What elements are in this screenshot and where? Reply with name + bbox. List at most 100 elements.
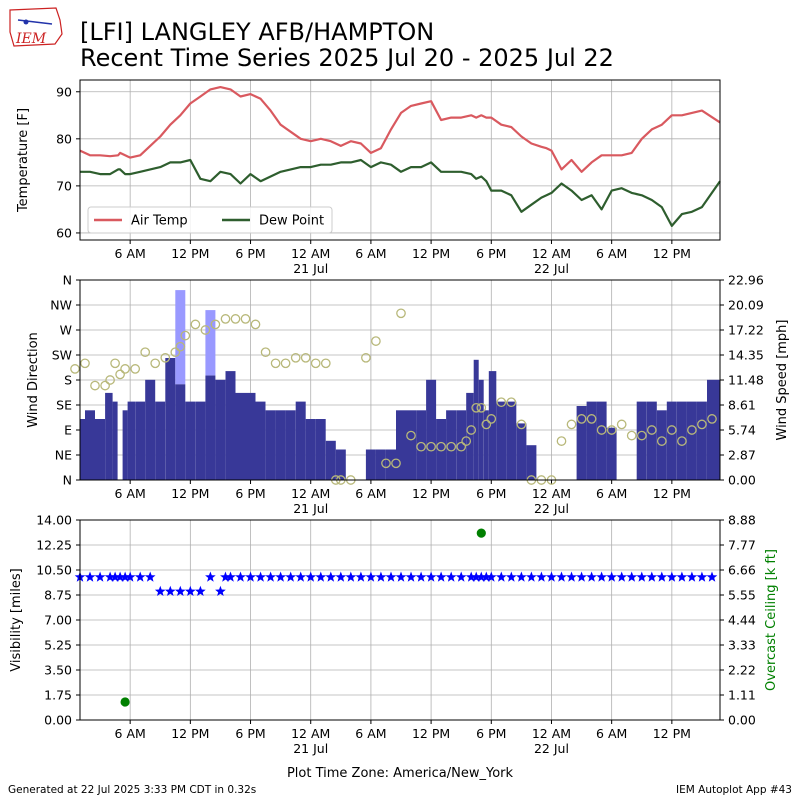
wind-direction-point (456, 441, 467, 452)
wind-speed-bar (375, 449, 386, 480)
visibility-point (486, 571, 497, 582)
wind-direction-point (396, 308, 406, 319)
visibility-point (114, 571, 126, 582)
visibility-point (195, 585, 206, 596)
y-tick-label: 14.00 (36, 513, 72, 528)
wind-direction-point (300, 352, 311, 363)
wind-speed-bar (596, 401, 607, 480)
wind-direction-point (707, 414, 717, 424)
visibility-point (94, 571, 106, 582)
wind-speed-bar (686, 401, 697, 480)
iowa-outline-icon (9, 7, 63, 47)
wind-speed-bar (235, 392, 246, 480)
wind-direction-point (436, 441, 446, 452)
wind-direction-point (391, 458, 401, 469)
wind-direction-point (426, 441, 436, 452)
wind-speed-bar (335, 449, 346, 480)
visibility-point (415, 571, 427, 582)
wind-speed-bar (295, 401, 306, 480)
wind-speed-bar (636, 401, 647, 480)
wind-direction-point (586, 414, 597, 424)
visibility-point (435, 571, 447, 582)
wind-direction-point (381, 458, 391, 469)
title-line-1: [LFI] LANGLEY AFB/HAMPTON (80, 18, 434, 46)
x-tick-label: 6 PM (476, 726, 506, 741)
visibility-point (465, 571, 477, 582)
y2-tick-label: 0.00 (728, 473, 756, 488)
wind-direction-point (160, 352, 171, 363)
visibility-point (566, 571, 577, 582)
y-axis-label: Visibility [miles] (9, 568, 24, 671)
wind-direction-point (175, 341, 186, 352)
wind-speed-bar (396, 410, 406, 480)
visibility-point (546, 571, 557, 582)
wind-speed-bar (526, 445, 537, 480)
wind-direction-point (280, 358, 291, 369)
wind-direction-point (105, 375, 115, 385)
wind-direction-point (70, 364, 80, 374)
x-tick-label: 12 PM (412, 486, 450, 501)
visibility-point (516, 571, 527, 582)
y-tick-label: SE (56, 398, 72, 413)
y-tick-label: W (60, 323, 72, 338)
air-temp-line (79, 85, 721, 173)
visibility-point (275, 571, 286, 582)
wind-speed-bar (275, 410, 286, 480)
x-date-label: 21 Jul (293, 741, 328, 756)
visibility-point (315, 571, 327, 582)
visibility-point (215, 585, 226, 596)
visibility-point (480, 571, 492, 582)
y2-tick-label: 2.22 (728, 663, 756, 678)
wind-speed-bar (516, 423, 527, 480)
plot-frame (79, 279, 721, 481)
logo-text: IEM (15, 31, 47, 47)
wind-direction-point (140, 347, 151, 358)
visibility-point (375, 571, 387, 582)
wind-speed-bar (426, 379, 437, 480)
x-tick-label: 12 AM (291, 726, 330, 741)
visibility-point (205, 571, 216, 582)
wind-speed-bar (483, 410, 489, 480)
wind-speed-bar (606, 427, 617, 480)
visibility-point (305, 571, 316, 582)
y-tick-label: E (64, 423, 72, 438)
x-tick-label: 6 PM (235, 486, 265, 501)
visibility-point (616, 571, 627, 582)
y2-tick-label: 0.00 (728, 713, 756, 728)
x-tick-label: 6 AM (355, 726, 386, 741)
wind-direction-point (200, 325, 211, 335)
wind-speed-bar (95, 419, 105, 480)
y2-tick-label: 5.74 (728, 423, 756, 438)
wind-direction-point (240, 314, 251, 324)
wind-direction-point (471, 402, 482, 413)
wind-speed-bar (406, 410, 416, 480)
x-tick-label: 6 AM (355, 246, 386, 261)
wind-direction-point (666, 425, 677, 435)
app-label: IEM Autoplot App #43 (676, 784, 792, 796)
logo-dot-icon (23, 19, 29, 25)
visibility-point (656, 571, 668, 582)
y-tick-label: SW (52, 348, 72, 363)
x-tick-label: 12 AM (291, 246, 330, 261)
wind-direction-point (697, 419, 707, 430)
wind-speed-bar (165, 358, 176, 480)
visibility-point (475, 571, 487, 582)
visibility-point (425, 571, 437, 582)
wind-direction-point (270, 358, 281, 369)
wind-speed-bar (365, 449, 376, 480)
plot-frame (79, 519, 721, 721)
x-tick-label: 12 PM (412, 726, 450, 741)
wind-speed-bar (386, 449, 396, 480)
wind-speed-bar (225, 371, 236, 480)
wind-speed-bar (145, 379, 156, 480)
wind-speed-bar (85, 410, 95, 480)
wind-direction-point (481, 419, 492, 430)
legend-label-air-temp: Air Temp (131, 214, 188, 229)
visibility-point (185, 585, 196, 596)
y2-axis-label: Wind Speed [mph] (775, 320, 790, 441)
x-tick-label: 6 PM (476, 246, 506, 261)
visibility-point (365, 571, 377, 582)
x-tick-label: 6 PM (235, 726, 265, 741)
x-tick-label: 6 AM (355, 486, 386, 501)
